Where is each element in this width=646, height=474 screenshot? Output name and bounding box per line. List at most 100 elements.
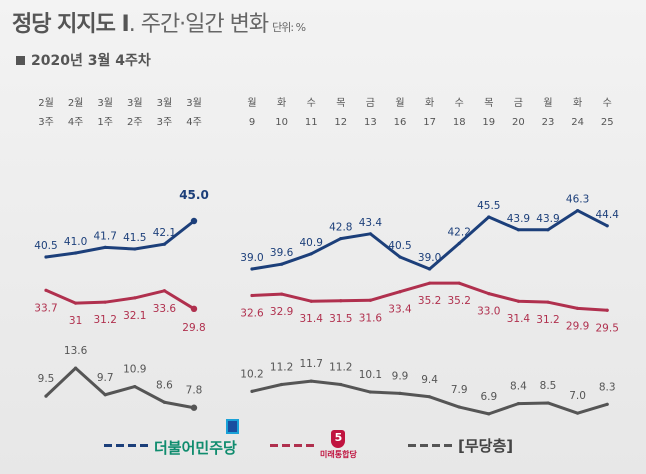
legend: 더불어민주당 5 미래통합당 [무당층] [0, 418, 646, 468]
x-tick-label: 수 [603, 97, 612, 109]
mirae-logo: 5 미래통합당 [320, 430, 357, 460]
period-subtitle: 2020년 3월 4주차 [16, 50, 151, 70]
period-text: 2020년 3월 4주차 [31, 53, 151, 69]
x-tick-label: 화 [573, 97, 582, 109]
legend-line-mirae [270, 443, 314, 447]
x-tick-label: 10 [275, 117, 288, 128]
data-label-mirae: 29.9 [566, 320, 589, 332]
data-label-mirae: 33.7 [34, 302, 57, 314]
x-tick-label: 수 [455, 97, 464, 109]
data-label-mirae: 32.1 [123, 310, 146, 322]
data-label-mirae: 31.2 [536, 314, 559, 326]
data-label-none: 8.5 [540, 380, 557, 392]
data-point-none [103, 393, 107, 397]
data-label-mirae: 29.5 [596, 322, 619, 334]
square-bullet-icon [16, 56, 25, 65]
x-tick-label: 9 [249, 117, 255, 128]
legend-line-minju [104, 443, 148, 447]
x-tick-label: 화 [277, 97, 286, 109]
data-point-none [428, 395, 432, 399]
x-tick-label: 1주 [97, 117, 113, 128]
data-point-mirae [280, 292, 284, 296]
legend-item-minju: 더불어민주당 [104, 418, 239, 460]
legend-line-none [408, 443, 452, 447]
data-point-mirae [74, 301, 78, 305]
data-label-mirae: 31.5 [329, 313, 352, 325]
data-label-minju: 40.5 [388, 240, 411, 252]
data-point-none [280, 382, 284, 387]
data-point-none [339, 382, 343, 387]
data-point-minju [576, 209, 580, 213]
x-tick-label: 금 [366, 97, 375, 109]
data-point-minju [280, 262, 284, 266]
data-point-none [576, 411, 580, 415]
x-tick-label: 수 [307, 97, 316, 109]
data-point-minju [133, 247, 137, 251]
data-label-minju: 41.5 [123, 232, 146, 244]
legend-item-none: [무당층] [408, 430, 513, 460]
data-label-minju: 39.6 [270, 247, 294, 259]
x-tick-label: 2월 [68, 97, 84, 109]
legend-label-minju: 더불어민주당 [154, 438, 237, 457]
data-point-minju [250, 267, 254, 271]
data-label-mirae: 31.6 [359, 312, 383, 324]
x-tick-label: 3월 [97, 97, 113, 109]
data-label-none: 8.6 [156, 379, 173, 391]
data-point-minju [162, 242, 166, 246]
data-point-none [44, 394, 48, 398]
data-label-none: 13.6 [64, 345, 88, 357]
data-label-none: 10.9 [123, 364, 146, 376]
data-point-mirae [133, 296, 137, 300]
data-label-none: 11.7 [300, 358, 323, 370]
x-tick-label: 화 [425, 97, 434, 109]
title-main: 정당 지지도 Ⅰ [12, 12, 130, 37]
x-tick-label: 3월 [186, 97, 202, 109]
x-tick-label: 4주 [186, 117, 202, 128]
data-label-none: 8.3 [599, 381, 616, 393]
data-point-none [190, 404, 198, 411]
x-tick-label: 24 [571, 117, 584, 128]
series-line-minju [44, 219, 196, 259]
data-point-minju [190, 217, 198, 225]
data-label-mirae: 33.0 [477, 306, 500, 318]
data-label-minju: 43.9 [536, 213, 559, 225]
x-tick-label: 월 [247, 97, 256, 109]
data-label-minju: 41.0 [64, 236, 87, 248]
data-point-minju [546, 228, 550, 232]
data-label-none: 9.4 [421, 374, 438, 386]
legend-label-none: [무당층] [458, 436, 514, 455]
minju-flag-icon [225, 418, 239, 434]
data-label-mirae: 31.2 [94, 314, 117, 326]
data-point-none [605, 402, 609, 406]
data-point-none [162, 400, 166, 404]
data-label-minju: 44.4 [596, 209, 620, 221]
data-label-mirae: 31.4 [300, 313, 324, 325]
data-point-none [250, 389, 254, 393]
data-label-none: 10.1 [359, 369, 382, 381]
x-tick-label: 20 [512, 117, 525, 128]
data-label-minju: 42.2 [448, 226, 471, 238]
data-point-mirae [103, 300, 107, 304]
x-tick-label: 목 [484, 97, 493, 109]
data-label-mirae: 33.6 [153, 303, 177, 315]
minju-logo: 더불어민주당 [154, 418, 239, 458]
title-sub: . 주간·일간 변화 [128, 12, 269, 37]
data-label-mirae: 33.4 [388, 304, 412, 316]
unit-label: 단위: % [272, 21, 306, 34]
data-point-mirae [250, 293, 254, 298]
data-label-none: 11.2 [329, 362, 352, 374]
data-label-minju: 39.0 [418, 252, 441, 264]
legend-label-mirae: 미래통합당 [320, 450, 357, 459]
data-label-minju: 42.8 [329, 222, 352, 234]
series-line-none [44, 366, 196, 410]
data-point-none [546, 401, 550, 405]
x-tick-label: 19 [482, 117, 495, 128]
x-tick-label: 금 [514, 97, 523, 109]
data-label-mirae: 31 [69, 315, 82, 327]
x-tick-label: 18 [453, 117, 466, 128]
data-point-minju [103, 245, 107, 249]
data-label-mirae: 29.8 [182, 322, 205, 334]
data-label-mirae: 31.4 [507, 313, 531, 325]
x-tick-label: 13 [364, 117, 377, 128]
data-point-mirae [162, 289, 166, 293]
